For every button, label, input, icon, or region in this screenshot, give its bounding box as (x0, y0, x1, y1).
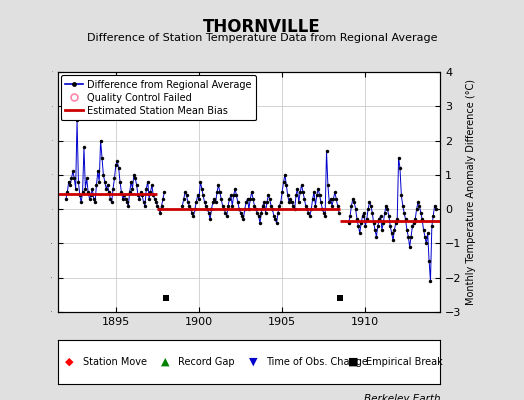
Text: ■: ■ (348, 357, 359, 367)
Y-axis label: Monthly Temperature Anomaly Difference (°C): Monthly Temperature Anomaly Difference (… (466, 79, 476, 305)
Text: Berkeley Earth: Berkeley Earth (364, 394, 440, 400)
Text: ▼: ▼ (249, 357, 257, 367)
Text: ◆: ◆ (66, 357, 74, 367)
Text: ▲: ▲ (161, 357, 169, 367)
Legend: Difference from Regional Average, Quality Control Failed, Estimated Station Mean: Difference from Regional Average, Qualit… (61, 75, 256, 120)
Text: Time of Obs. Change: Time of Obs. Change (266, 357, 368, 367)
Text: Difference of Station Temperature Data from Regional Average: Difference of Station Temperature Data f… (87, 33, 437, 43)
Text: THORNVILLE: THORNVILLE (203, 18, 321, 36)
Text: Record Gap: Record Gap (178, 357, 235, 367)
Text: Empirical Break: Empirical Break (366, 357, 442, 367)
Text: Station Move: Station Move (82, 357, 147, 367)
